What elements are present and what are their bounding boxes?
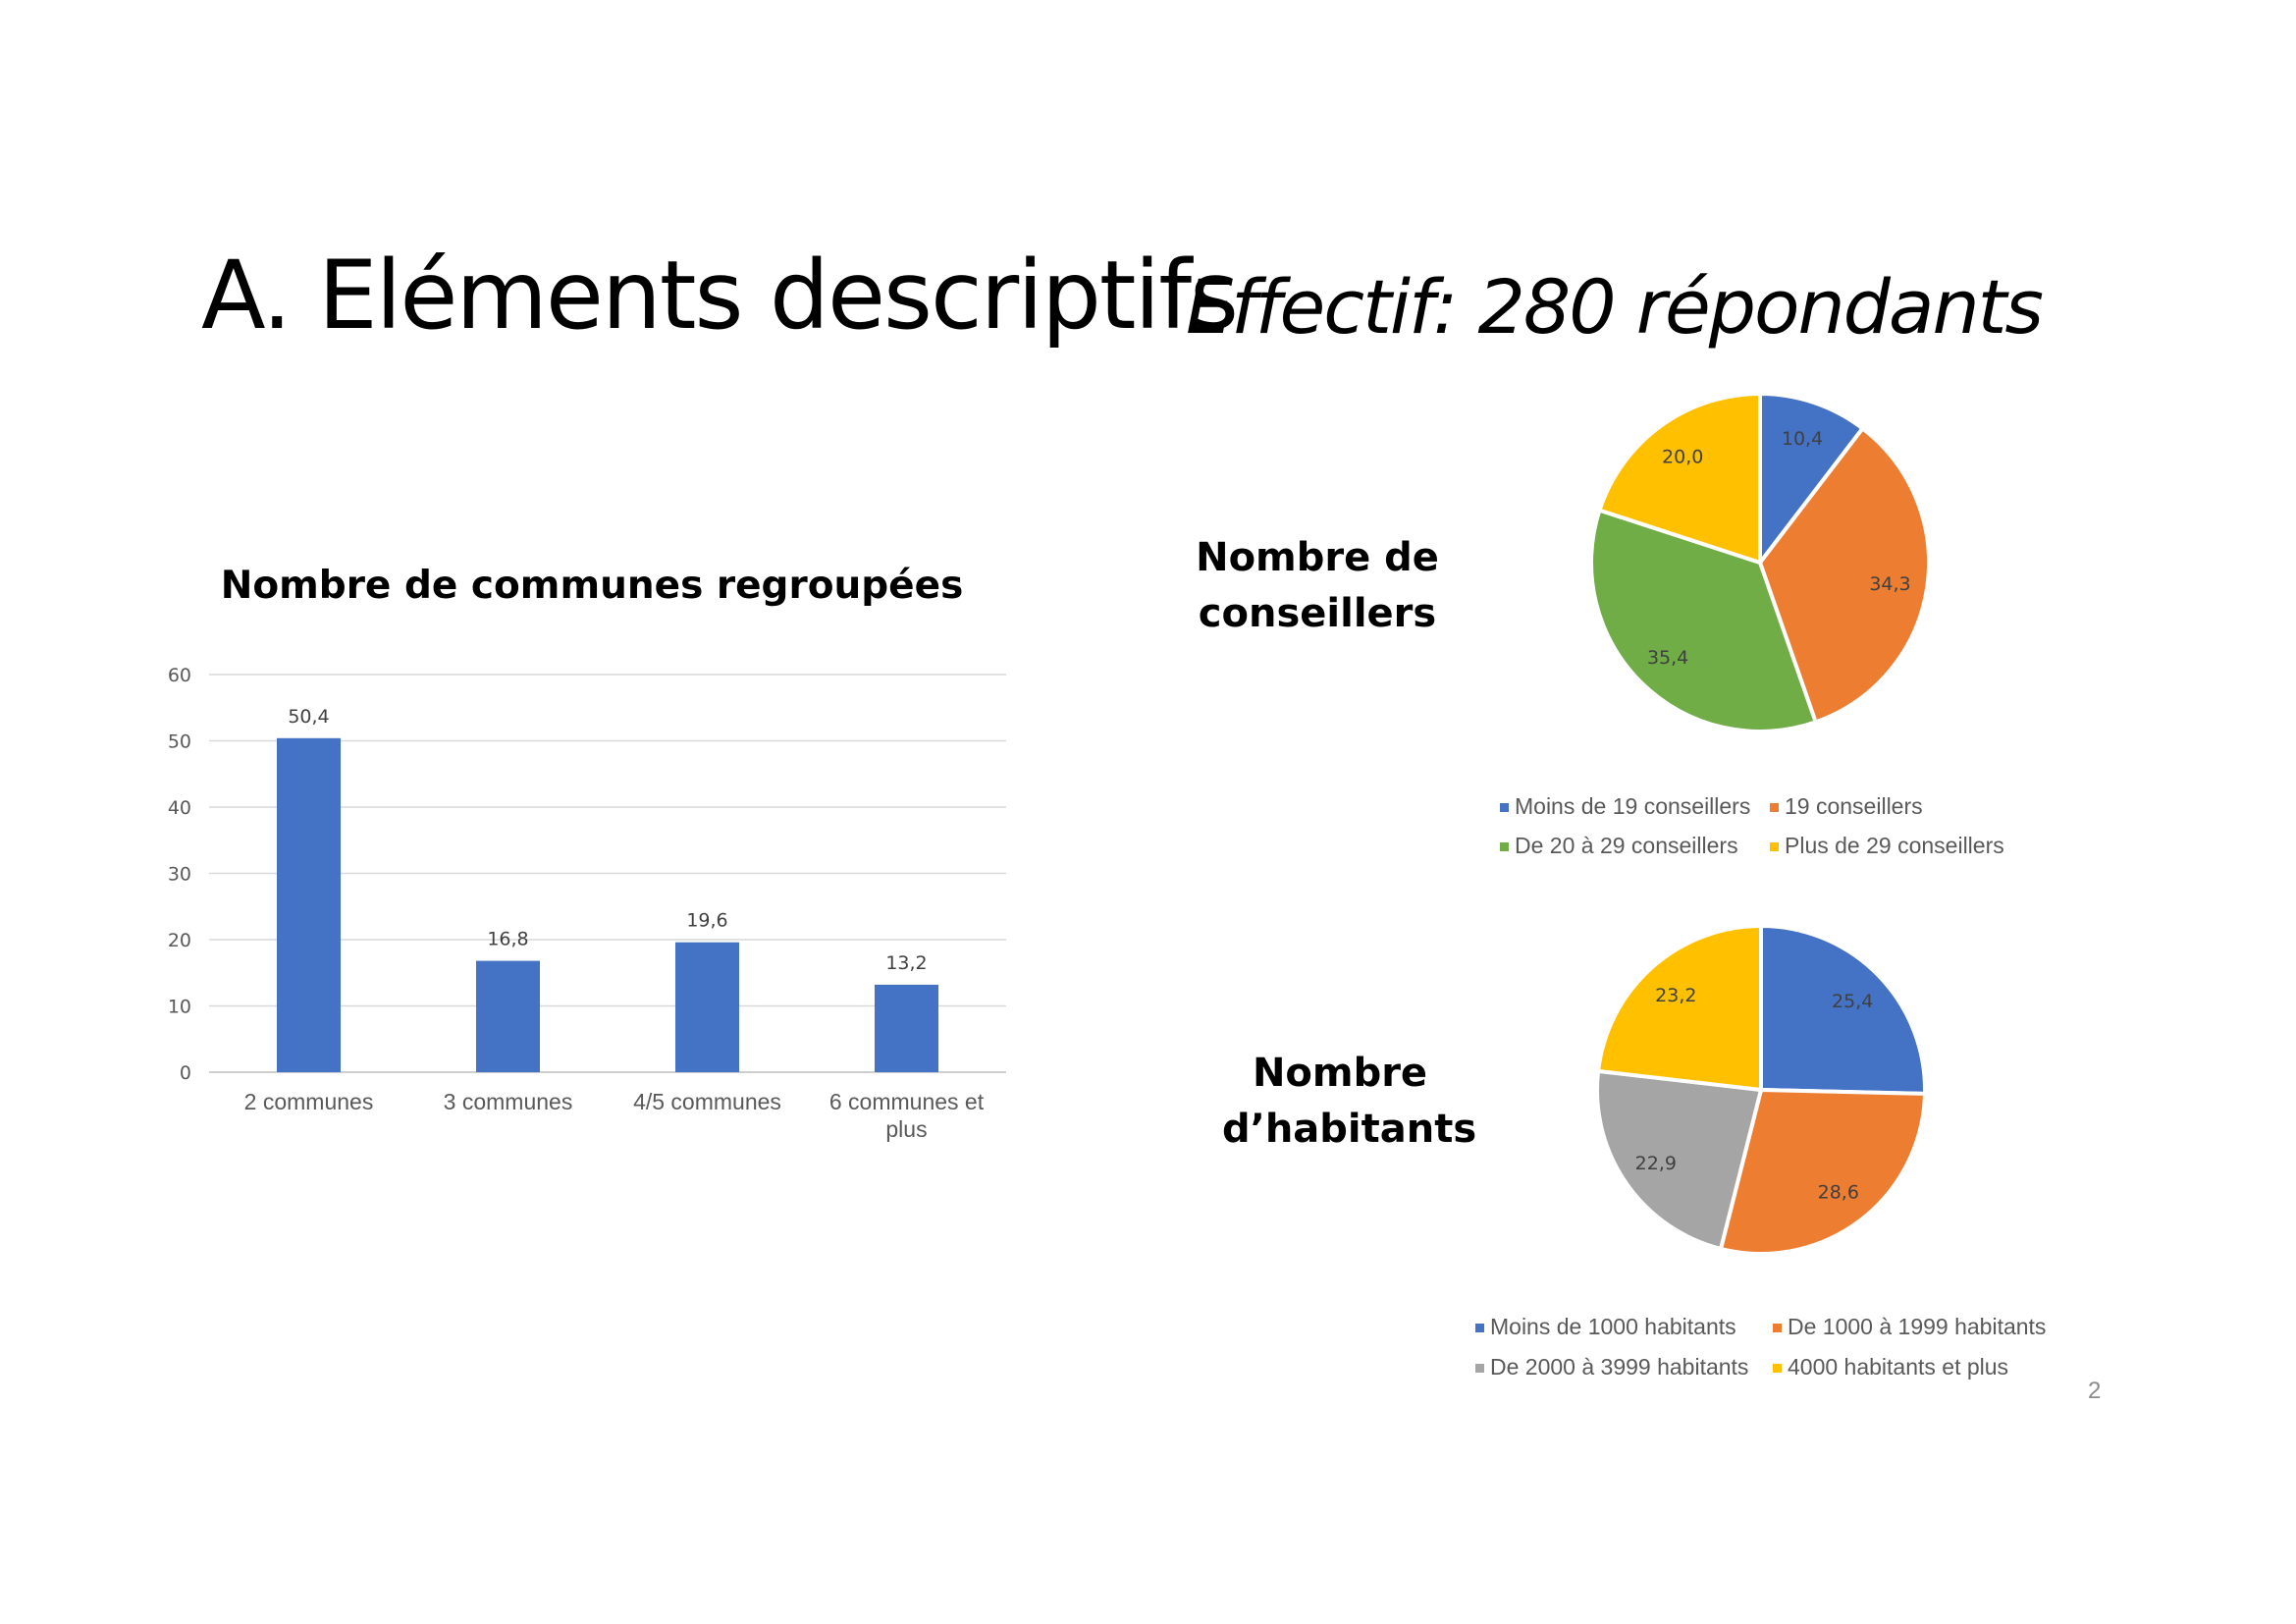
- x-tick-label: 2 communes: [244, 1089, 374, 1114]
- pie-data-label: 10,4: [1782, 428, 1823, 450]
- slide-title: A. Eléments descriptifs: [201, 241, 1239, 351]
- y-tick-label: 30: [168, 864, 191, 886]
- pie-data-label: 20,0: [1662, 446, 1703, 467]
- pie-slice: [1757, 425, 1931, 725]
- y-tick-label: 40: [168, 797, 191, 819]
- pie1-legend-item-3: Plus de 29 conseillers: [1770, 833, 2004, 859]
- pie1-legend-item-0: Moins de 19 conseillers: [1500, 793, 1750, 820]
- legend-swatch: [1500, 842, 1509, 852]
- legend-label: Moins de 1000 habitants: [1490, 1314, 1736, 1339]
- slide-subtitle: Effectif: 280 répondants: [1186, 263, 2044, 351]
- pie2-legend-item-3: 4000 habitants et plus: [1773, 1354, 2008, 1380]
- pie-slice: [1758, 391, 1866, 568]
- pie1-legend-item-2: De 20 à 29 conseillers: [1500, 833, 1738, 859]
- x-tick-label: plus: [885, 1116, 927, 1142]
- x-tick-label: 6 communes et: [829, 1089, 985, 1114]
- y-tick-label: 50: [168, 731, 191, 753]
- legend-swatch: [1773, 1364, 1782, 1374]
- pie2-legend-item-0: Moins de 1000 habitants: [1475, 1314, 1736, 1340]
- x-tick-label: 4/5 communes: [633, 1089, 781, 1114]
- pie-data-label: 28,6: [1818, 1182, 1859, 1204]
- legend-label: Plus de 29 conseillers: [1785, 833, 2004, 858]
- legend-label: 19 conseillers: [1785, 793, 1923, 819]
- legend-swatch: [1770, 842, 1779, 852]
- y-tick-label: 10: [168, 997, 191, 1018]
- bar-data-label: 13,2: [885, 952, 927, 974]
- legend-label: De 2000 à 3999 habitants: [1490, 1354, 1749, 1380]
- y-tick-label: 60: [168, 665, 191, 686]
- pie-data-label: 22,9: [1635, 1153, 1677, 1174]
- legend-swatch: [1500, 803, 1509, 813]
- pie2-legend-item-1: De 1000 à 1999 habitants: [1773, 1314, 2046, 1340]
- pie-slice: [1596, 391, 1762, 566]
- pie-slice: [1589, 508, 1819, 733]
- bar-chart-title: Nombre de communes regroupées: [220, 564, 964, 608]
- bar-data-label: 16,8: [487, 929, 528, 950]
- pie-data-label: 25,4: [1832, 991, 1873, 1012]
- bar: [875, 984, 938, 1072]
- bar: [476, 960, 540, 1072]
- x-tick-label: 3 communes: [444, 1089, 573, 1114]
- pie2-title-text: Nombre d’habitants: [1222, 1051, 1477, 1152]
- bar: [277, 737, 341, 1072]
- pie2-title: Nombre d’habitants: [1144, 1046, 1536, 1158]
- bar: [675, 942, 739, 1072]
- legend-label: De 1000 à 1999 habitants: [1788, 1314, 2047, 1339]
- pie-data-label: 35,4: [1647, 647, 1688, 669]
- page-number: 2: [2088, 1378, 2102, 1404]
- pie2-legend-item-2: De 2000 à 3999 habitants: [1475, 1354, 1748, 1380]
- pie-data-label: 23,2: [1655, 985, 1696, 1006]
- pie1-title: Nombre de conseillers: [1121, 530, 1514, 642]
- legend-swatch: [1475, 1364, 1484, 1374]
- pie1-title-text: Nombre de conseillers: [1196, 535, 1439, 636]
- legend-swatch: [1770, 803, 1779, 813]
- legend-label: Moins de 19 conseillers: [1515, 793, 1751, 819]
- pie1-legend-item-1: 19 conseillers: [1770, 793, 1923, 820]
- y-tick-label: 20: [168, 930, 191, 951]
- bar-data-label: 19,6: [686, 910, 727, 932]
- pie-data-label: 34,3: [1869, 573, 1910, 595]
- pie-slice: [1759, 923, 1927, 1096]
- legend-label: 4000 habitants et plus: [1788, 1354, 2009, 1380]
- legend-swatch: [1773, 1324, 1782, 1333]
- pie-slice: [1595, 923, 1763, 1093]
- legend-swatch: [1475, 1324, 1484, 1333]
- pie-slice: [1718, 1087, 1927, 1256]
- y-tick-label: 0: [180, 1062, 191, 1084]
- legend-label: De 20 à 29 conseillers: [1515, 833, 1738, 858]
- pie-slice: [1595, 1068, 1764, 1252]
- bar-data-label: 50,4: [288, 706, 329, 728]
